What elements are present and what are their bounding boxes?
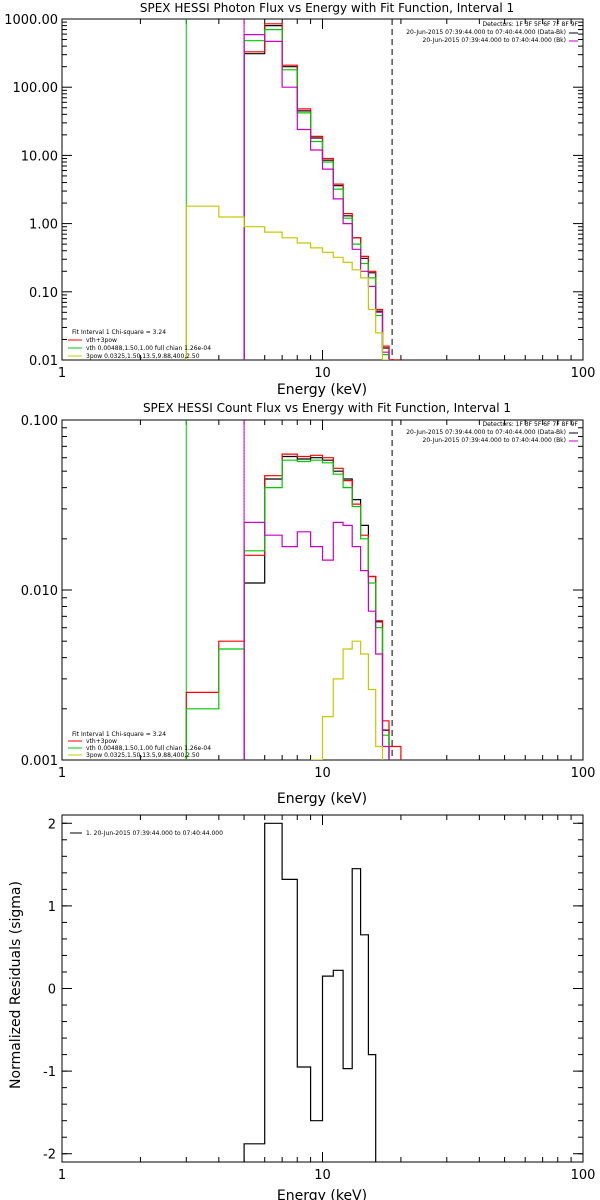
legend-label: 3pow 0.0325,1.50,13.5,9.88,400,2.50 bbox=[86, 353, 200, 360]
y-tick-label: 0.100 bbox=[21, 414, 58, 429]
y-tick-label: 100.00 bbox=[13, 81, 59, 96]
y-tick-label: 0.010 bbox=[21, 584, 58, 599]
y-tick-label: 0.001 bbox=[21, 754, 58, 769]
x-tick-label: 10 bbox=[314, 366, 331, 381]
y-tick-label: -1 bbox=[43, 1065, 56, 1080]
series-line bbox=[243, 521, 390, 760]
series-line bbox=[243, 822, 377, 1162]
x-tick-label: 10 bbox=[314, 766, 331, 781]
legend-label: vth 0.00488,1.50,1.00 full chian 1.26e-0… bbox=[86, 745, 211, 752]
series-line bbox=[243, 34, 390, 360]
plot-frame bbox=[61, 18, 584, 361]
x-tick-label: 1 bbox=[58, 1168, 66, 1183]
y-tick-label: 10.00 bbox=[21, 149, 58, 164]
panel-count-flux: SPEX HESSI Count Flux vs Energy with Fit… bbox=[21, 401, 596, 807]
chart-title: SPEX HESSI Count Flux vs Energy with Fit… bbox=[143, 401, 511, 415]
legend-label: vth+3pow bbox=[86, 738, 117, 745]
legend: Fit Interval 1 Chi-square = 3.24 vth+3po… bbox=[68, 731, 211, 759]
series-line bbox=[310, 640, 384, 760]
x-axis-label: Energy (keV) bbox=[277, 791, 367, 807]
y-tick-label: 1.00 bbox=[29, 218, 58, 233]
y-tick-label: 1 bbox=[48, 900, 56, 915]
x-tick-label: 100 bbox=[571, 1168, 596, 1183]
plot-frame bbox=[61, 419, 584, 761]
x-tick-label: 1 bbox=[58, 766, 66, 781]
y-tick-label: 0 bbox=[48, 983, 56, 998]
header-line: 20-Jun-2015 07:39:44.000 to 07:40:44.000… bbox=[423, 37, 566, 44]
legend-label: 1. 20-Jun-2015 07:39:44.000 to 07:40:44.… bbox=[86, 830, 223, 837]
header-text: Detectors: 1F 3F 5F 6F 7F 8F 9F 20-Jun-2… bbox=[406, 21, 578, 44]
chart-title: SPEX HESSI Photon Flux vs Energy with Fi… bbox=[140, 1, 514, 15]
y-tick-label: 2 bbox=[48, 817, 56, 832]
series-line bbox=[243, 455, 390, 760]
series-line bbox=[185, 205, 389, 360]
legend-label: 3pow 0.0325,1.50,13.5,9.88,400,2.50 bbox=[86, 752, 200, 759]
series-line bbox=[243, 29, 390, 360]
legend: 1. 20-Jun-2015 07:39:44.000 to 07:40:44.… bbox=[70, 830, 223, 837]
x-tick-label: 10 bbox=[314, 1168, 331, 1183]
y-axis-label: Normalized Residuals (sigma) bbox=[8, 881, 24, 1089]
x-axis-label: Energy (keV) bbox=[277, 382, 367, 398]
x-tick-label: 100 bbox=[571, 366, 596, 381]
legend-label: vth+3pow bbox=[86, 337, 117, 344]
x-axis-label: Energy (keV) bbox=[277, 1188, 367, 1200]
panel-photon-flux: SPEX HESSI Photon Flux vs Energy with Fi… bbox=[4, 1, 595, 398]
header-line: 20-Jun-2015 07:39:44.000 to 07:40:44.000… bbox=[423, 437, 566, 444]
header-line: Detectors: 1F 3F 5F 6F 7F 8F 9F bbox=[482, 421, 578, 428]
legend-label: vth 0.00488,1.50,1.00 full chian 1.26e-0… bbox=[86, 345, 211, 352]
y-tick-label: 1000.00 bbox=[4, 13, 58, 28]
y-tick-label: 0.01 bbox=[29, 354, 58, 369]
series-line bbox=[243, 23, 401, 360]
x-tick-label: 1 bbox=[58, 366, 66, 381]
header-line: Detectors: 1F 3F 5F 6F 7F 8F 9F bbox=[482, 21, 578, 28]
header-text: Detectors: 1F 3F 5F 6F 7F 8F 9F 20-Jun-2… bbox=[406, 421, 578, 444]
y-tick-label: -2 bbox=[43, 1148, 56, 1163]
legend: Fit Interval 1 Chi-square = 3.24 vth+3po… bbox=[68, 329, 211, 360]
panel-residuals: 1 10 100 -2 -1 0 1 2 1. 20-Jun-2015 07:39:44.00… bbox=[8, 814, 596, 1200]
legend-title: Fit Interval 1 Chi-square = 3.24 bbox=[72, 329, 166, 336]
x-tick-label: 100 bbox=[571, 766, 596, 781]
legend-title: Fit Interval 1 Chi-square = 3.24 bbox=[72, 731, 166, 738]
header-line: 20-Jun-2015 07:39:44.000 to 07:40:44.000… bbox=[406, 29, 566, 36]
y-tick-label: 0.10 bbox=[29, 286, 58, 301]
header-line: 20-Jun-2015 07:39:44.000 to 07:40:44.000… bbox=[406, 429, 566, 436]
series-line bbox=[185, 459, 390, 760]
